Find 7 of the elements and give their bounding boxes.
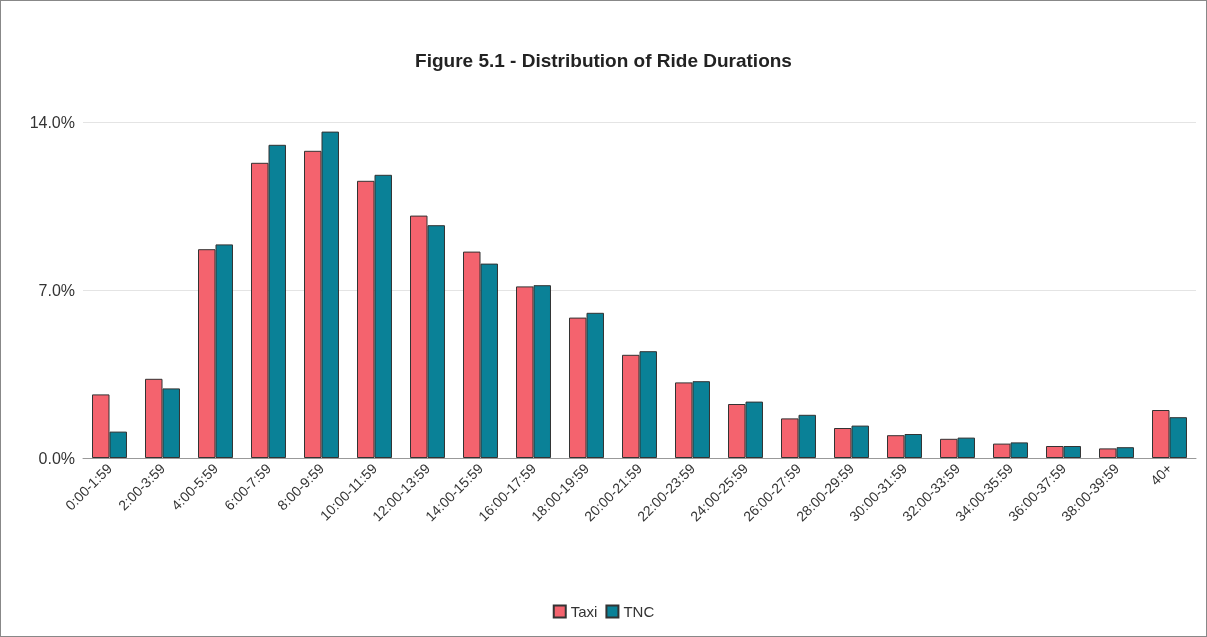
y-tick-label: 7.0% — [38, 281, 75, 299]
chart-title: Figure 5.1 - Distribution of Ride Durations — [415, 50, 792, 71]
y-tick-label: 0.0% — [38, 449, 75, 467]
y-tick-label: 14.0% — [29, 113, 75, 131]
legend-label: TNC — [623, 603, 655, 620]
x-tick-label: 40+ — [1147, 460, 1176, 489]
legend-label: Taxi — [570, 603, 598, 620]
